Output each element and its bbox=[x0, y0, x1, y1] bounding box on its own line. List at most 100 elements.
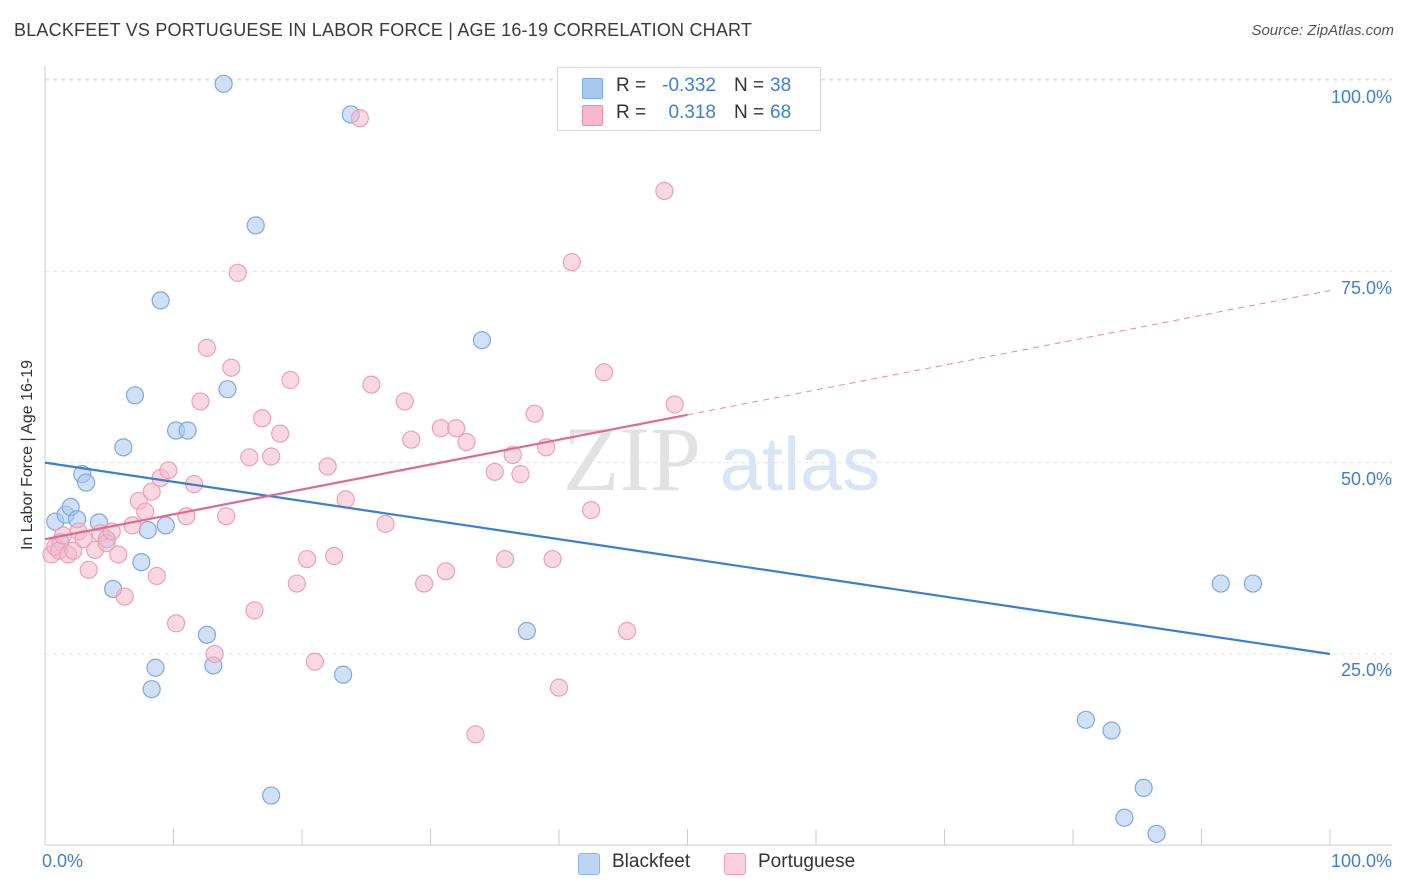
portuguese-point bbox=[485, 462, 504, 481]
blackfeet-point bbox=[156, 516, 175, 535]
x-tick-label-max: 100.0% bbox=[1330, 851, 1392, 871]
portuguese-point bbox=[431, 419, 450, 438]
blackfeet-point bbox=[334, 665, 353, 684]
blackfeet-point bbox=[142, 680, 161, 699]
portuguese-point bbox=[245, 601, 264, 620]
portuguese-point bbox=[222, 358, 241, 377]
portuguese-point bbox=[240, 448, 259, 467]
legend-label-blackfeet: Blackfeet bbox=[612, 851, 691, 872]
portuguese-point bbox=[305, 652, 324, 671]
legend-swatch-portuguese bbox=[724, 853, 746, 875]
portuguese-point bbox=[543, 549, 562, 569]
portuguese-point bbox=[665, 395, 684, 414]
watermark: ZIP atlas bbox=[563, 408, 880, 510]
blackfeet-point bbox=[151, 291, 170, 310]
blackfeet-point bbox=[125, 386, 145, 405]
portuguese-point bbox=[281, 370, 300, 390]
y-tick-label-100: 100.0% bbox=[1330, 87, 1392, 107]
y-tick-label-50: 50.0% bbox=[1340, 469, 1392, 489]
portuguese-point bbox=[436, 562, 456, 581]
data-points bbox=[42, 74, 1263, 843]
blackfeet-point bbox=[146, 658, 165, 677]
blackfeet-swatch bbox=[582, 78, 603, 99]
axes bbox=[44, 66, 1392, 846]
portuguese-point bbox=[495, 549, 515, 569]
portuguese-point bbox=[147, 566, 166, 586]
blackfeet-point bbox=[246, 216, 265, 235]
blackfeet-point bbox=[1211, 574, 1230, 593]
x-tick-label-min: 0.0% bbox=[42, 851, 84, 871]
portuguese-point bbox=[511, 465, 530, 484]
portuguese-point bbox=[414, 574, 434, 593]
y-tick-label-25: 25.0% bbox=[1340, 660, 1392, 680]
portuguese-point bbox=[166, 614, 186, 633]
blackfeet-point bbox=[197, 625, 217, 644]
portuguese-point bbox=[336, 490, 355, 509]
blackfeet-point bbox=[178, 421, 197, 440]
y-tick-label-75: 75.0% bbox=[1340, 278, 1392, 298]
legend-label-portuguese: Portuguese bbox=[758, 851, 856, 872]
source-label: Source: ZipAtlas.com bbox=[1251, 22, 1394, 39]
portuguese-point bbox=[228, 263, 247, 282]
portuguese-point bbox=[618, 621, 637, 641]
blackfeet-point bbox=[1076, 710, 1095, 729]
portuguese-point bbox=[655, 181, 674, 201]
blackfeet-point bbox=[114, 438, 133, 457]
blackfeet-point bbox=[218, 380, 237, 399]
blackfeet-point bbox=[138, 520, 157, 540]
portuguese-trend-line bbox=[44, 413, 688, 541]
portuguese-point bbox=[503, 445, 522, 465]
portuguese-point bbox=[253, 409, 272, 428]
portuguese-point bbox=[318, 457, 337, 476]
r-value: 0.318 bbox=[668, 102, 716, 123]
gridlines bbox=[45, 78, 1392, 655]
portuguese-swatch bbox=[582, 105, 603, 126]
portuguese-point bbox=[362, 375, 381, 394]
portuguese-point bbox=[262, 447, 281, 466]
portuguese-point bbox=[457, 432, 476, 452]
blackfeet-point bbox=[262, 786, 281, 805]
blackfeet-point bbox=[77, 473, 96, 492]
blackfeet-point bbox=[1102, 721, 1121, 740]
portuguese-point bbox=[594, 363, 614, 382]
r-label: R = bbox=[616, 102, 647, 123]
n-label: N = bbox=[734, 75, 765, 96]
watermark-zip: ZIP bbox=[563, 408, 701, 510]
portuguese-point bbox=[123, 516, 142, 535]
blackfeet-point bbox=[1147, 824, 1166, 843]
stats-box: R = -0.332 N = 38 R = 0.318 N = 68 bbox=[557, 67, 821, 131]
blackfeet-trend-line bbox=[44, 461, 1331, 656]
blackfeet-point bbox=[517, 621, 536, 641]
portuguese-point bbox=[64, 541, 83, 560]
portuguese-point bbox=[549, 678, 569, 697]
portuguese-point bbox=[582, 500, 601, 520]
portuguese-point bbox=[109, 545, 128, 564]
portuguese-point bbox=[287, 574, 306, 593]
portuguese-trend-line-projection bbox=[687, 289, 1331, 416]
blackfeet-point bbox=[1134, 778, 1153, 798]
blackfeet-point bbox=[214, 74, 233, 93]
portuguese-point bbox=[562, 253, 581, 272]
portuguese-point bbox=[191, 392, 210, 411]
portuguese-point bbox=[447, 419, 466, 438]
r-value: -0.332 bbox=[662, 75, 716, 96]
blackfeet-point bbox=[132, 553, 151, 572]
blackfeet-point bbox=[472, 331, 491, 350]
portuguese-point bbox=[217, 507, 236, 526]
n-value: 68 bbox=[770, 102, 792, 123]
legend-swatch-blackfeet bbox=[578, 853, 600, 875]
portuguese-point bbox=[525, 404, 544, 423]
portuguese-point bbox=[325, 546, 344, 566]
portuguese-point bbox=[271, 424, 290, 443]
portuguese-point bbox=[205, 644, 224, 664]
portuguese-point bbox=[402, 430, 421, 449]
portuguese-point bbox=[376, 514, 395, 533]
portuguese-point bbox=[298, 549, 317, 569]
portuguese-point bbox=[115, 587, 134, 606]
r-label: R = bbox=[616, 75, 647, 96]
blackfeet-point bbox=[1243, 574, 1263, 593]
trend-lines bbox=[44, 289, 1331, 656]
blackfeet-point bbox=[1115, 808, 1134, 827]
portuguese-point bbox=[197, 338, 217, 357]
